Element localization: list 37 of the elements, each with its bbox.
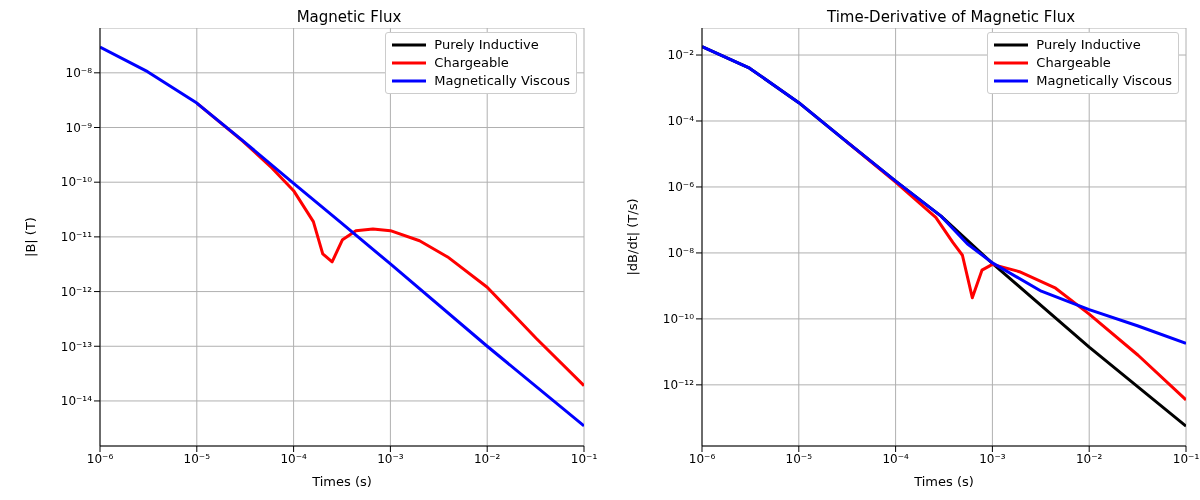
y-tick-label: 10⁻² [667,48,695,63]
y-tick-label: 10⁻⁹ [65,120,93,135]
y-tick-label: 10⁻¹⁰ [60,175,93,190]
legend-label: Chargeable [1036,54,1111,72]
x-tick-label: 10⁻⁶ [86,451,114,466]
y-axis-title: |B| (T) [22,217,38,257]
legend-label: Magnetically Viscous [434,72,570,90]
x-tick-label: 10⁻⁴ [882,451,909,466]
y-tick-label: 10⁻⁸ [667,246,695,261]
y-tick-label: 10⁻¹² [60,284,93,299]
y-tick-label: 10⁻¹⁴ [60,394,93,409]
x-axis-title: Times (s) [913,474,974,489]
y-tick-label: 10⁻⁸ [65,66,93,81]
legend-label: Magnetically Viscous [1036,72,1172,90]
x-axis-title: Times (s) [311,474,372,489]
x-tick-label: 10⁻⁵ [785,451,813,466]
x-tick-label: 10⁻³ [377,451,404,466]
legend-label: Purely Inductive [434,36,539,54]
x-tick-label: 10⁻⁵ [183,451,211,466]
y-tick-label: 10⁻¹³ [60,339,93,354]
legend-label: Purely Inductive [1036,36,1141,54]
y-axis-title: |dB/dt| (T/s) [624,198,640,276]
y-tick-label: 10⁻¹⁰ [662,312,695,327]
y-tick-label: 10⁻⁶ [667,180,695,195]
x-tick-label: 10⁻¹ [570,451,598,466]
x-tick-label: 10⁻² [1075,451,1103,466]
y-tick-label: 10⁻¹² [662,378,695,393]
x-tick-label: 10⁻⁶ [688,451,716,466]
chart-title: Magnetic Flux [295,8,403,28]
legend-label: Chargeable [434,54,509,72]
y-tick-label: 10⁻¹¹ [60,230,93,245]
y-tick-label: 10⁻⁴ [667,114,695,129]
x-tick-label: 10⁻² [473,451,501,466]
x-tick-label: 10⁻³ [979,451,1006,466]
x-tick-label: 10⁻⁴ [280,451,307,466]
x-tick-label: 10⁻¹ [1172,451,1200,466]
chart-title: Time-Derivative of Magnetic Flux [825,8,1077,28]
